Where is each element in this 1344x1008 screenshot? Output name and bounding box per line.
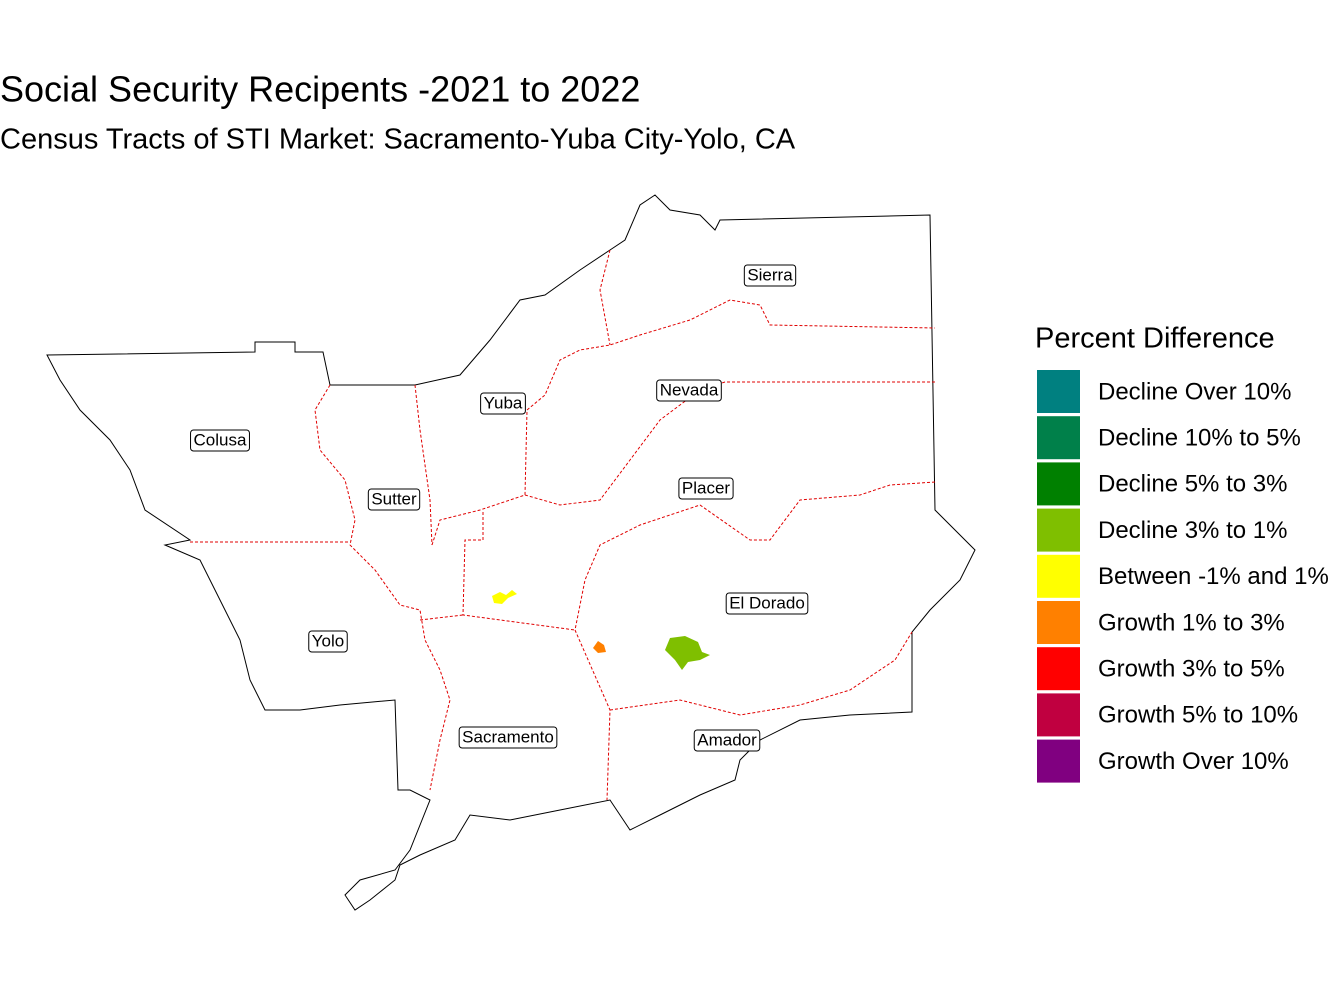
legend-label: Decline Over 10%	[1098, 378, 1291, 405]
legend-swatch	[1037, 508, 1080, 552]
legend-label: Between -1% and 1%	[1098, 563, 1329, 590]
tract	[593, 641, 606, 653]
county-label: Sierra	[747, 265, 793, 284]
legend-swatch	[1037, 462, 1080, 506]
county-label: El Dorado	[729, 593, 805, 612]
county-label-box	[743, 264, 797, 287]
county-label-box	[458, 726, 558, 749]
county-label-box	[678, 477, 734, 500]
legend-swatch	[1037, 370, 1080, 413]
tract	[492, 590, 517, 604]
tracts	[492, 590, 710, 670]
legend-label: Growth 1% to 3%	[1098, 609, 1285, 636]
legend-label: Decline 10% to 5%	[1098, 425, 1301, 452]
county-label-box	[656, 379, 722, 402]
county-label-box	[480, 392, 526, 415]
county-label: Placer	[682, 478, 731, 497]
county-label: Colusa	[194, 430, 247, 449]
legend-swatch	[1037, 554, 1080, 598]
county-label: Amador	[697, 730, 757, 749]
county-label: Sutter	[371, 489, 417, 508]
legend-swatch	[1037, 647, 1080, 691]
legend-swatch	[1037, 693, 1080, 737]
title: Social Security Recipents -2021 to 2022	[0, 69, 640, 110]
legend-label: Growth Over 10%	[1098, 748, 1289, 775]
subtitle: Census Tracts of STI Market: Sacramento-…	[0, 124, 796, 156]
county-labels: Sierra Nevada Yuba Colusa Sutter Placer El Dor…	[190, 264, 809, 752]
legend-label: Growth 5% to 10%	[1098, 702, 1298, 729]
legend-swatch	[1037, 601, 1080, 644]
county-label: Nevada	[660, 380, 719, 399]
county-label-box	[725, 592, 809, 615]
county-label-box	[308, 630, 348, 653]
county-boundaries	[190, 249, 936, 801]
legend-title: Percent Difference	[1035, 323, 1275, 355]
county-label: Sacramento	[462, 727, 554, 746]
legend-swatch	[1037, 739, 1080, 783]
county-label: Yuba	[484, 393, 523, 412]
legend-label: Decline 3% to 1%	[1098, 517, 1287, 544]
legend-swatch	[1037, 416, 1080, 460]
legend-label: Growth 3% to 5%	[1098, 656, 1285, 683]
county-label-box	[693, 729, 761, 752]
market-outline	[46, 194, 976, 911]
county-label-box	[367, 488, 421, 511]
county-label: Yolo	[312, 631, 344, 650]
county-label-box	[190, 429, 250, 452]
tract	[665, 636, 710, 670]
legend-label: Decline 5% to 3%	[1098, 471, 1287, 498]
legend: Decline Over 10% Decline 10% to 5% Decline…	[1037, 370, 1329, 783]
